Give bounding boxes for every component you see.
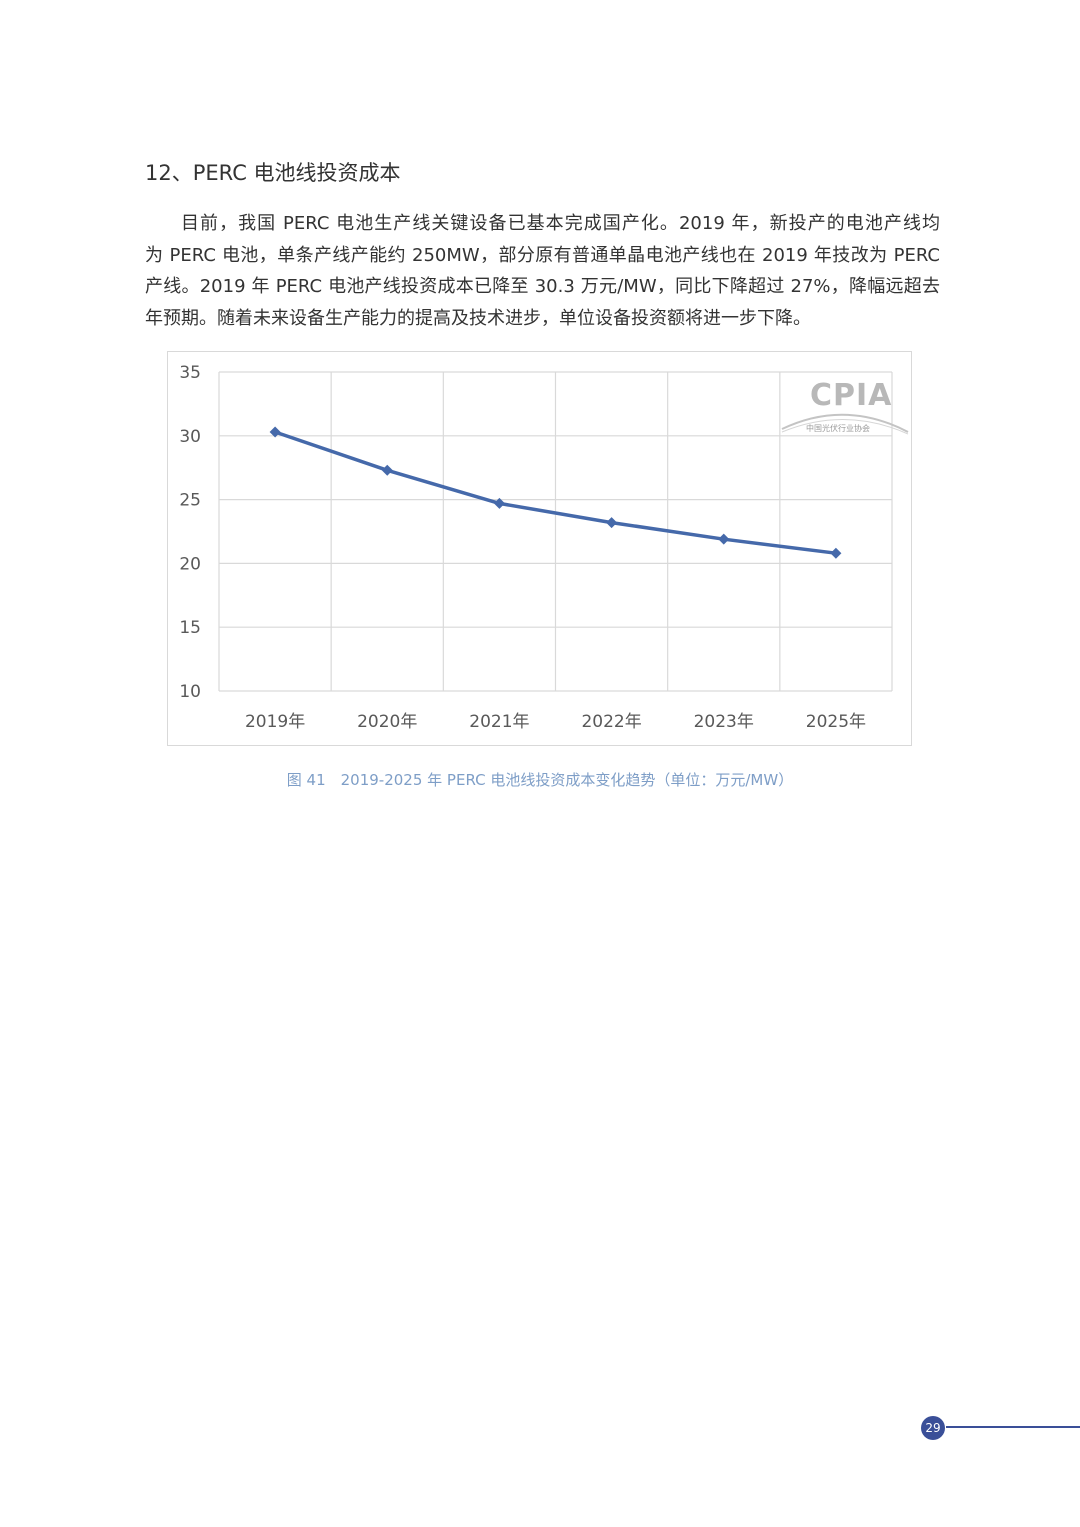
watermark-logo-text: CPIA (810, 378, 893, 413)
data-point-marker (493, 497, 505, 509)
paragraph-line: 目前，我国 PERC 电池生产线关键设备已基本完成国产化。2019 年，新投产的… (181, 213, 940, 234)
y-tick-label: 35 (179, 363, 201, 383)
y-tick-label: 30 (179, 427, 201, 447)
paragraph-line: 产线。2019 年 PERC 电池产线投资成本已降至 30.3 万元/MW，同比… (145, 276, 940, 297)
x-tick-label: 2022年 (581, 712, 641, 732)
chart-series (269, 426, 842, 559)
paragraph-line: 为 PERC 电池，单条产线产能约 250MW，部分原有普通单晶电池产线也在 2… (145, 244, 940, 266)
body-paragraph: 目前，我国 PERC 电池生产线关键设备已基本完成国产化。2019 年，新投产的… (145, 208, 940, 334)
page-number: 29 (921, 1416, 945, 1440)
section-heading: 12、PERC 电池线投资成本 (145, 161, 401, 185)
y-tick-label: 15 (179, 618, 201, 638)
cpia-watermark: CPIA 中国光伏行业协会 (780, 374, 910, 444)
x-axis-ticks: 2019年 2020年 2021年 2022年 2023年 2025年 (245, 712, 866, 732)
data-point-marker (269, 426, 281, 438)
y-tick-label: 10 (179, 682, 201, 702)
x-tick-label: 2023年 (694, 712, 754, 732)
y-axis-ticks: 10 15 20 25 30 35 (179, 363, 201, 702)
watermark-arc-icon (781, 413, 909, 435)
paragraph-line: 年预期。随着未来设备生产能力的提高及技术进步，单位设备投资额将进一步下降。 (145, 307, 811, 329)
y-tick-label: 25 (179, 491, 201, 511)
series-line (274, 430, 837, 555)
footer-rule (946, 1426, 1080, 1428)
x-tick-label: 2025年 (806, 712, 866, 732)
x-tick-label: 2019年 (245, 712, 305, 732)
data-point-marker (830, 547, 842, 559)
watermark-org-name: 中国光伏行业协会 (806, 424, 870, 433)
y-tick-label: 20 (179, 554, 201, 574)
x-tick-label: 2020年 (357, 712, 417, 732)
data-point-marker (718, 533, 730, 545)
data-point-marker (381, 464, 393, 476)
figure-caption: 图 41 2019-2025 年 PERC 电池线投资成本变化趋势（单位：万元/… (286, 771, 794, 789)
data-point-marker (606, 517, 618, 529)
x-tick-label: 2021年 (469, 712, 529, 732)
